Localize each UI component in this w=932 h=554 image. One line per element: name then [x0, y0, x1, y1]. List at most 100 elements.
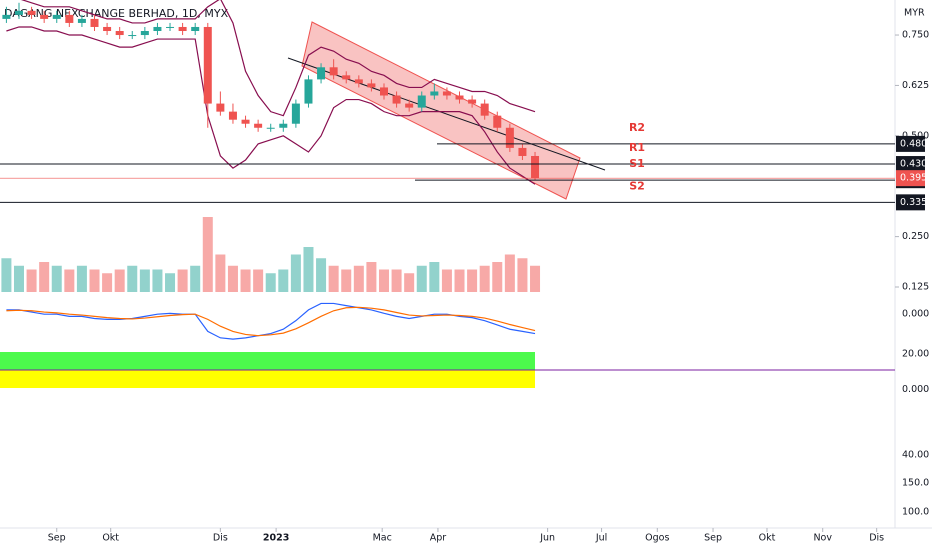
candle-body: [77, 18, 86, 23]
volume-bar: [404, 273, 415, 292]
candle-body: [241, 119, 250, 124]
candle-body: [27, 10, 36, 15]
candle-body: [291, 103, 300, 124]
volume-bar: [290, 254, 301, 292]
x-tick-label: Apr: [430, 533, 447, 544]
level-tag: [896, 194, 925, 211]
level-tag-label: 0.430: [900, 159, 927, 170]
candle-body: [203, 26, 212, 104]
oscillator-tick-label: 0.000: [902, 384, 929, 395]
volume-bar: [328, 265, 339, 292]
volume-bar: [76, 265, 87, 292]
x-tick-label: Jul: [595, 533, 607, 544]
candle-body: [191, 26, 200, 32]
x-tick-label: Jun: [539, 533, 555, 544]
x-tick-label: Okt: [102, 533, 119, 544]
volume-bar: [190, 265, 201, 292]
volume-bar: [467, 269, 478, 292]
candle-body: [468, 99, 477, 104]
y-tick-label: 0.125: [902, 282, 929, 293]
x-tick-label: Ogos: [645, 533, 669, 544]
volume-bar: [454, 269, 465, 292]
candle-body: [354, 79, 363, 84]
level-tag-label: 0.335: [900, 197, 927, 208]
candle-body: [317, 67, 326, 80]
level-name: S1: [629, 157, 645, 170]
candle-body: [178, 26, 187, 32]
channel: [301, 21, 581, 200]
candle-body: [379, 87, 388, 96]
y-tick-label: 0.625: [902, 80, 929, 91]
candle-body: [216, 103, 225, 112]
volume-bar: [429, 262, 440, 292]
volume-bar: [165, 273, 176, 292]
volume-bar: [492, 262, 503, 292]
level-name: S2: [629, 179, 645, 192]
level-tag: [896, 135, 925, 152]
volume-bar: [1, 258, 12, 292]
volume-bar: [51, 265, 62, 292]
volume-bar: [479, 265, 490, 292]
candle-body: [367, 83, 376, 88]
volume-bar: [102, 273, 113, 292]
last-price-tag: [896, 170, 925, 187]
volume-bar: [504, 254, 515, 292]
volume-bar: [265, 273, 276, 292]
volume-bar: [366, 262, 377, 292]
volume-bar: [530, 265, 541, 292]
volume-bar: [517, 258, 528, 292]
oscillator-upper: [0, 352, 535, 370]
oscillator-tick-label: 20.00: [902, 348, 929, 359]
candle-body: [103, 26, 112, 32]
volume-bar: [26, 269, 37, 292]
level-tag: [896, 156, 925, 173]
candle-body: [65, 14, 74, 23]
volume-bar: [341, 269, 352, 292]
candle-body: [455, 95, 464, 100]
candle-body: [430, 91, 439, 96]
volume-bar: [441, 269, 452, 292]
candle-body: [266, 127, 275, 129]
level-name: R2: [629, 121, 645, 134]
x-tick-label: Dis: [213, 533, 228, 544]
volume-bar: [303, 247, 314, 292]
candle-body: [405, 103, 414, 108]
volume-bar: [139, 269, 150, 292]
candle-body: [342, 75, 351, 80]
y-tick-label: 0.500: [902, 130, 929, 141]
volume-bar: [278, 269, 289, 292]
candle-body: [493, 115, 502, 128]
macd-tick-label: 0.000: [902, 309, 929, 320]
candle-body: [480, 103, 489, 116]
x-tick-label: 2023: [263, 533, 289, 544]
x-tick-label: Mac: [373, 533, 392, 544]
volume-bar: [114, 269, 125, 292]
last-price-label: 0.395: [900, 173, 927, 184]
volume-bar: [127, 265, 138, 292]
lower-tick-label: 100.0: [902, 507, 929, 518]
volume-bar: [391, 269, 402, 292]
macd-line: [6, 302, 536, 340]
candle-body: [392, 95, 401, 104]
signal-line: [6, 306, 536, 337]
candle-body: [166, 26, 175, 28]
volume-bar: [202, 217, 213, 292]
candle-body: [153, 26, 162, 32]
volume-bar: [89, 269, 100, 292]
candle-body: [128, 35, 137, 37]
volume-bar: [240, 269, 251, 292]
y-tick-label: 0.250: [902, 231, 929, 242]
volume-bar: [64, 269, 75, 292]
level-name: R1: [629, 141, 645, 154]
candle-body: [140, 31, 149, 36]
bollinger-lower: [6, 26, 536, 185]
currency: MYR: [904, 8, 925, 19]
lower-tick-label: 40.00: [902, 450, 929, 461]
x-tick-label: Okt: [759, 533, 776, 544]
volume-bar: [39, 262, 50, 292]
volume-bar: [227, 265, 238, 292]
volume-bar: [13, 265, 24, 292]
volume-bar: [378, 269, 389, 292]
